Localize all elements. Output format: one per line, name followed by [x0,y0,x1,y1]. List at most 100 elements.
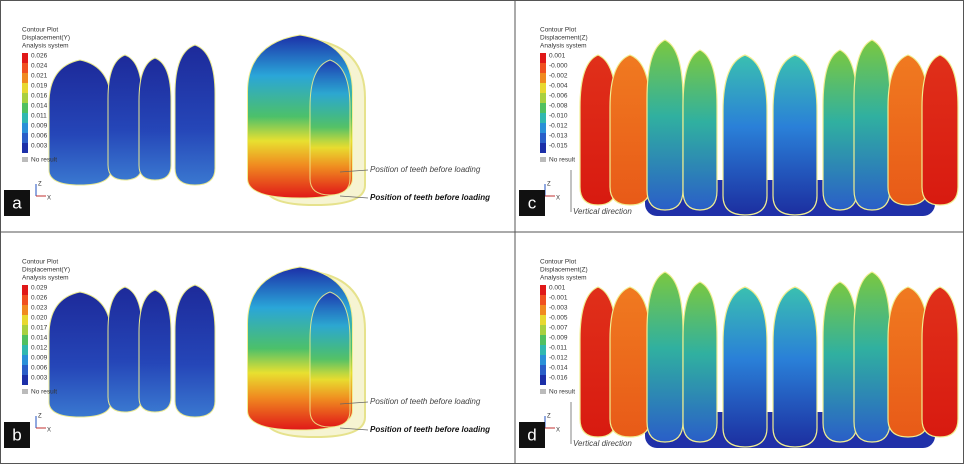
legend-quantity: Displacement(Z) [540,267,588,274]
figure: Position of teeth before loadingPosition… [0,0,964,464]
legend-swatch [540,63,546,73]
legend-value: 0.014 [31,103,48,110]
axis-label: X [47,428,51,434]
legend-swatch [540,133,546,143]
legend-swatch [540,53,546,63]
legend-swatch [540,93,546,103]
legend-swatch [540,285,546,295]
legend-value: -0.003 [549,305,568,312]
tooth [683,50,717,210]
legend-swatch [22,53,28,63]
panel: Position of teeth before loadingPosition… [4,27,490,216]
tooth [647,272,683,442]
legend-value: 0.029 [31,285,48,292]
legend-title: Contour Plot [540,259,576,266]
tooth [49,292,111,417]
legend-swatch [22,305,28,315]
legend-swatch [22,285,28,295]
tooth [823,50,857,210]
axis-label: Z [547,182,551,188]
tooth [175,45,215,185]
legend-value: 0.009 [31,355,48,362]
legend-value: 0.006 [31,365,48,372]
legend-swatch [22,123,28,133]
tooth [108,287,142,412]
tooth [854,40,890,210]
tooth [922,287,958,437]
legend-swatch [540,157,546,162]
legend-value: 0.012 [31,345,48,352]
legend-value: 0.026 [31,53,48,60]
annotation: Vertical direction [573,207,632,216]
legend-no-result: No result [549,157,575,164]
legend-swatch [540,295,546,305]
tooth [108,55,142,180]
legend-swatch [22,389,28,394]
legend-swatch [540,315,546,325]
legend-value: -0.006 [549,93,568,100]
axis-label: X [556,196,560,202]
legend-swatch [22,315,28,325]
legend-value: 0.001 [549,53,566,60]
legend-swatch [540,335,546,345]
legend-swatch [540,325,546,335]
legend-swatch [540,375,546,385]
tooth [922,55,958,205]
legend-quantity: Displacement(Y) [22,267,70,274]
legend-title: Contour Plot [22,27,58,34]
legend-swatch [22,113,28,123]
legend-swatch [22,103,28,113]
panel-label: c [528,193,537,212]
legend-value: -0.010 [549,113,568,120]
legend-value: -0.001 [549,295,568,302]
legend-swatch [22,93,28,103]
legend-value: -0.007 [549,325,568,332]
annotation: Vertical direction [573,439,632,448]
legend-value: 0.020 [31,315,48,322]
legend-swatch [540,113,546,123]
legend-swatch [22,295,28,305]
legend-swatch [540,73,546,83]
legend-quantity: Displacement(Y) [22,35,70,42]
legend-value: 0.006 [31,133,48,140]
legend-value: -0.012 [549,123,568,130]
legend-swatch [540,83,546,93]
axis-label: X [556,428,560,434]
legend-value: 0.003 [31,143,48,150]
legend-system: Analysis system [22,275,69,282]
legend-swatch [540,143,546,153]
legend-value: -0.005 [549,315,568,322]
legend-value: -0.002 [549,73,568,80]
legend-no-result: No result [31,389,57,396]
legend-value: -0.008 [549,103,568,110]
tooth [139,58,171,180]
tooth [823,282,857,442]
legend-value: -0.011 [549,345,567,352]
panel-label: b [12,425,21,444]
legend-value: -0.012 [549,355,568,362]
legend-value: -0.014 [549,365,568,372]
tooth [723,55,767,215]
legend-value: -0.000 [549,63,568,70]
axis-label: Z [547,414,551,420]
legend-swatch [22,325,28,335]
legend-value: 0.011 [31,113,47,120]
legend-swatch [22,345,28,355]
legend-swatch [22,63,28,73]
legend-value: -0.016 [549,375,568,382]
legend-value: 0.021 [31,73,48,80]
annotation: Position of teeth before loading [370,165,481,174]
legend-swatch [540,345,546,355]
tooth [854,272,890,442]
tooth [683,282,717,442]
legend-swatch [540,365,546,375]
tooth [773,287,817,447]
legend-value: -0.009 [549,335,568,342]
legend-no-result: No result [549,389,575,396]
panel: Vertical direction Contour PlotDisplaceme… [519,259,958,448]
legend-swatch [22,73,28,83]
axis-label: X [47,196,51,202]
legend-value: 0.003 [31,375,48,382]
legend-value: -0.013 [549,133,568,140]
tooth [610,287,650,437]
